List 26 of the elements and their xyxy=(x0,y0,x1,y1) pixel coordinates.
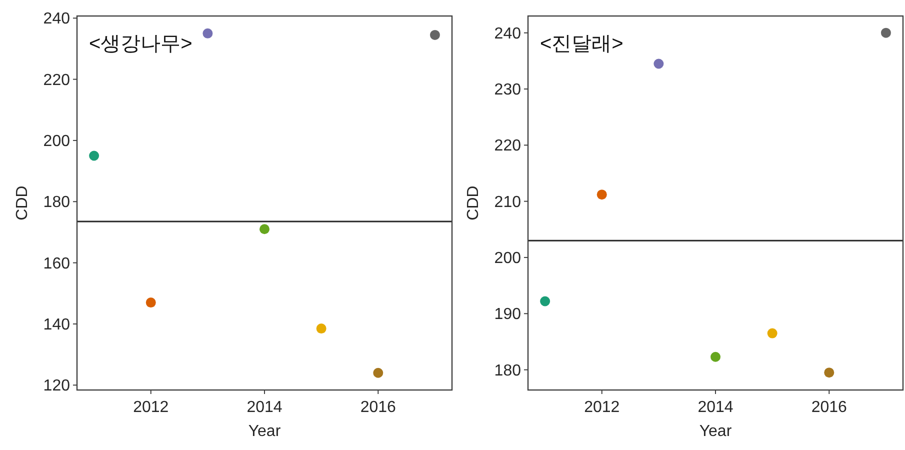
x-axis-title: Year xyxy=(699,423,732,440)
y-tick-label: 220 xyxy=(494,138,522,155)
annotation: <진달래> xyxy=(540,33,624,55)
y-tick-label: 210 xyxy=(494,194,522,211)
x-tick-label: 2012 xyxy=(133,399,169,416)
y-tick-label: 200 xyxy=(43,132,70,150)
y-tick-label: 230 xyxy=(494,82,522,99)
x-tick-label: 2016 xyxy=(811,399,848,416)
annotation: <생강나무> xyxy=(89,33,192,55)
y-axis-title: CDD xyxy=(465,186,482,220)
y-tick-label: 200 xyxy=(494,250,522,267)
x-tick-label: 2014 xyxy=(246,399,282,416)
y-tick-label: 240 xyxy=(494,25,522,42)
y-tick-label: 240 xyxy=(43,10,70,28)
y-tick-label: 180 xyxy=(43,194,70,212)
y-tick-label: 220 xyxy=(43,72,70,89)
x-axis-title: Year xyxy=(248,423,282,440)
y-tick-label: 190 xyxy=(494,306,522,324)
y-tick-label: 180 xyxy=(494,362,522,380)
y-tick-label: 120 xyxy=(43,378,70,395)
y-tick-label: 140 xyxy=(43,316,70,334)
y-axis-title: CDD xyxy=(14,186,31,220)
x-tick-label: 2012 xyxy=(584,399,620,416)
x-tick-label: 2016 xyxy=(360,399,396,416)
y-tick-label: 160 xyxy=(43,255,70,272)
x-tick-label: 2014 xyxy=(698,399,734,416)
